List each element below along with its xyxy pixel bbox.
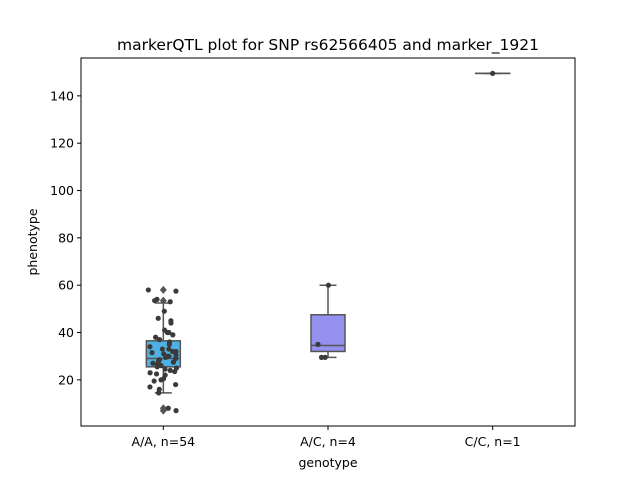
- data-point: [325, 282, 332, 288]
- outlier-marker: [159, 296, 167, 305]
- plot-area: [145, 70, 511, 415]
- data-point: [159, 346, 165, 352]
- y-tick-label: 100: [50, 183, 74, 198]
- x-tick-label: A/A, n=54: [132, 434, 196, 449]
- data-point: [165, 405, 171, 411]
- data-point: [170, 332, 176, 338]
- chart-title: markerQTL plot for SNP rs62566405 and ma…: [117, 36, 539, 55]
- data-point: [167, 367, 173, 373]
- x-tick-label: C/C, n=1: [465, 434, 521, 449]
- data-point: [173, 408, 179, 414]
- data-point: [168, 320, 174, 326]
- data-point: [152, 297, 158, 304]
- x-axis-label: genotype: [298, 455, 357, 470]
- data-point: [315, 341, 321, 347]
- data-point: [161, 308, 167, 314]
- y-tick-label: 140: [50, 88, 74, 103]
- data-point: [170, 359, 177, 365]
- strip-points: [145, 70, 496, 414]
- y-tick-label: 40: [58, 325, 74, 340]
- data-point: [150, 360, 156, 366]
- data-point: [149, 350, 155, 356]
- data-point: [322, 354, 328, 360]
- data-point: [167, 299, 173, 305]
- x-axis: A/A, n=54 A/C, n=4 C/C, n=1: [132, 426, 521, 449]
- y-tick-label: 20: [58, 372, 74, 387]
- data-point: [490, 70, 496, 76]
- data-point: [173, 381, 179, 388]
- data-point: [166, 346, 172, 352]
- y-tick-label: 80: [58, 230, 74, 245]
- data-point: [147, 370, 153, 376]
- plot-frame: [80, 57, 576, 427]
- data-point: [169, 348, 176, 355]
- data-point: [147, 344, 153, 350]
- data-point: [318, 354, 325, 360]
- data-point: [158, 363, 164, 369]
- data-point: [151, 378, 157, 384]
- data-point: [154, 364, 160, 370]
- data-point: [162, 366, 168, 372]
- data-point: [152, 334, 159, 340]
- y-axis-label: phenotype: [25, 208, 40, 275]
- box-group: [310, 284, 346, 359]
- outlier-marker: [159, 285, 167, 294]
- outlier-marker: [159, 406, 167, 415]
- data-point: [172, 368, 178, 375]
- data-point: [156, 337, 163, 343]
- data-point: [163, 354, 169, 360]
- data-point: [166, 341, 172, 347]
- data-point: [164, 329, 171, 336]
- y-tick-label: 120: [50, 136, 74, 151]
- data-point: [156, 390, 162, 396]
- data-point: [147, 384, 153, 390]
- data-point: [155, 315, 161, 321]
- data-point: [153, 371, 160, 377]
- y-tick-label: 60: [58, 278, 74, 293]
- y-axis: 20 40 60 80 100 120 140: [50, 88, 81, 387]
- data-point: [173, 288, 179, 294]
- x-tick-label: A/C, n=4: [300, 434, 356, 449]
- data-point: [145, 287, 151, 293]
- data-point: [158, 377, 164, 383]
